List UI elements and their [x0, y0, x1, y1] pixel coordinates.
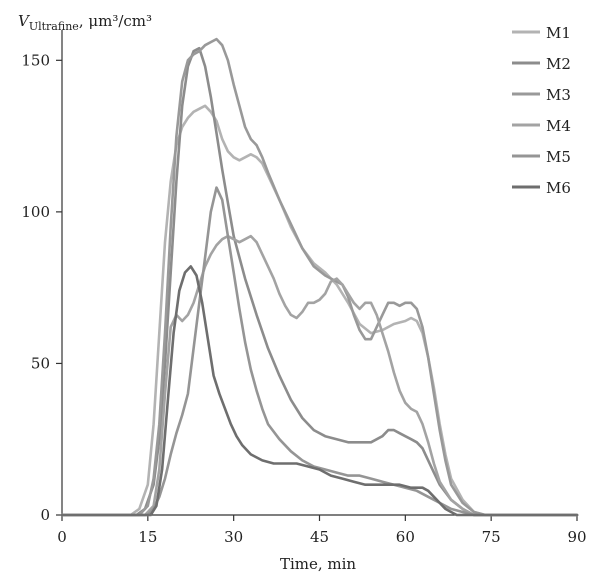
- legend-label-m4: M4: [546, 117, 571, 135]
- series-line-m2: [60, 46, 579, 517]
- x-tick-label: 90: [567, 528, 586, 546]
- x-tick-label: 75: [482, 528, 501, 546]
- series-group: [60, 37, 579, 517]
- axes: 0 15 30 45 60 75 90 0 50 100 150: [21, 30, 587, 546]
- x-tick-label: 30: [224, 528, 243, 546]
- series-line-m5: [60, 186, 579, 517]
- y-tick-label: 100: [21, 203, 50, 221]
- y-tick-label: 0: [40, 506, 50, 524]
- y-tick-label: 50: [31, 354, 50, 372]
- y-tick-label: 150: [21, 51, 50, 69]
- legend-label-m1: M1: [546, 24, 571, 42]
- series-line-m6: [60, 265, 579, 517]
- legend: M1 M2 M3 M4 M5 M6: [512, 24, 571, 197]
- y-axis-unit: , μm³/cm³: [79, 12, 152, 30]
- legend-label-m6: M6: [546, 179, 571, 197]
- x-tick-label: 60: [396, 528, 415, 546]
- x-axis-title: Time, min: [280, 555, 356, 573]
- series-line-m3: [60, 37, 579, 517]
- legend-label-m2: M2: [546, 55, 571, 73]
- legend-label-m3: M3: [546, 86, 571, 104]
- y-axis-title: VUltrafine, μm³/cm³: [18, 12, 152, 33]
- y-axis-subscript: Ultrafine: [29, 20, 79, 33]
- x-tick-label: 0: [57, 528, 67, 546]
- x-tick-label: 15: [138, 528, 157, 546]
- x-tick-label: 45: [310, 528, 329, 546]
- series-line-m1: [60, 104, 579, 517]
- series-line-m4: [60, 234, 579, 517]
- y-axis-symbol: V: [18, 12, 31, 30]
- legend-label-m5: M5: [546, 148, 571, 166]
